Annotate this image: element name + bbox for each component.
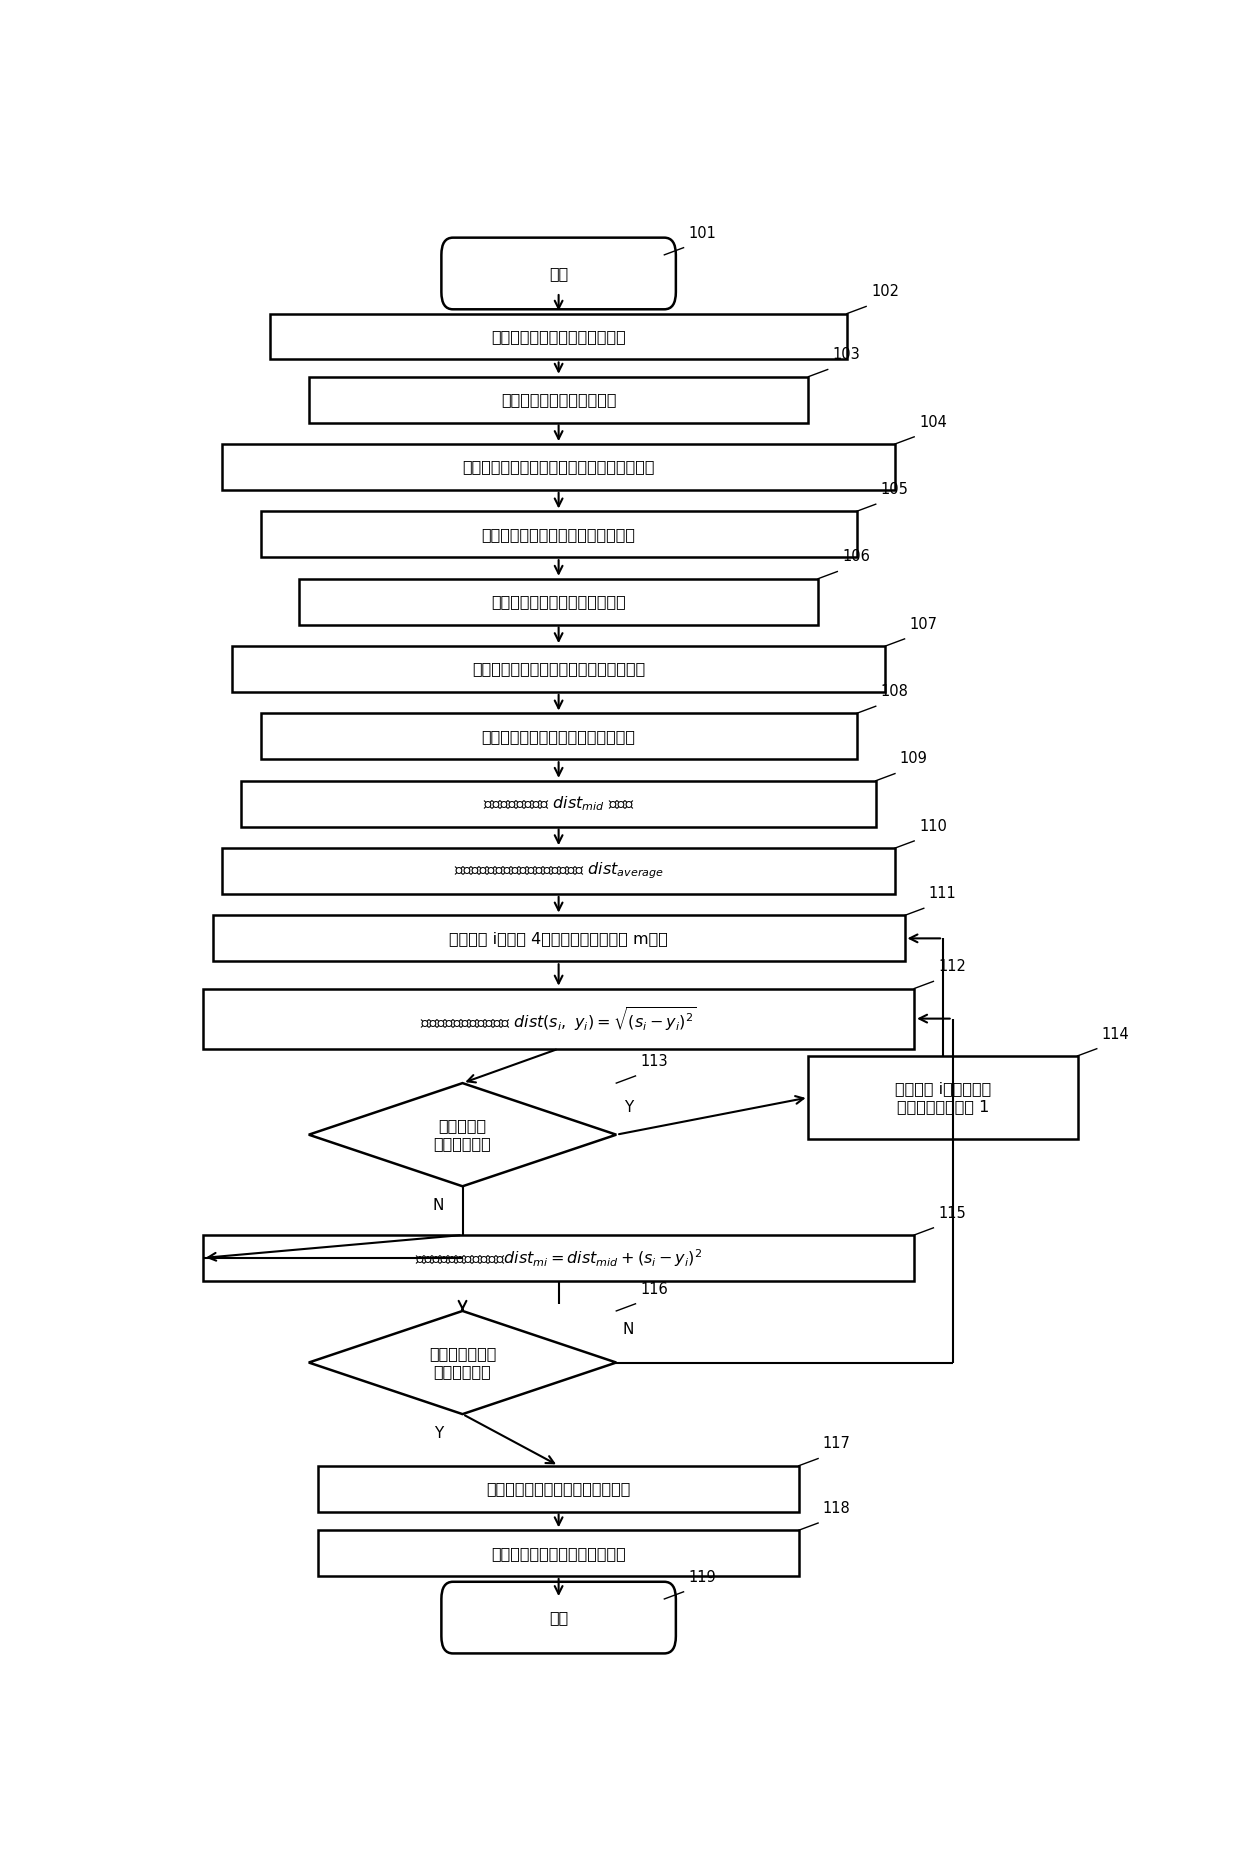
Bar <box>319 1466 799 1511</box>
Text: 109: 109 <box>900 752 928 767</box>
Text: 运行飞行控制系统仿真模型: 运行飞行控制系统仿真模型 <box>501 393 616 408</box>
Bar <box>260 713 857 759</box>
Text: 飞行控制系统输出响应信号数据平滑处理: 飞行控制系统输出响应信号数据平滑处理 <box>472 661 645 677</box>
Bar <box>222 445 895 489</box>
Text: N: N <box>622 1321 634 1336</box>
FancyBboxPatch shape <box>441 1582 676 1653</box>
Bar <box>309 376 808 422</box>
Text: 采集记录仿真模型输出响应信号: 采集记录仿真模型输出响应信号 <box>491 594 626 609</box>
Text: 112: 112 <box>939 958 966 973</box>
Bar <box>270 315 847 359</box>
Polygon shape <box>309 1083 616 1185</box>
Text: 104: 104 <box>919 415 947 430</box>
Text: 当前数据点
是否跳跃点？: 当前数据点 是否跳跃点？ <box>434 1118 491 1150</box>
Text: 111: 111 <box>929 886 956 901</box>
Text: 102: 102 <box>870 285 899 300</box>
Text: N: N <box>433 1198 444 1213</box>
Text: 计算数据点欧儿里德距离平均值: 计算数据点欧儿里德距离平均值 <box>491 1546 626 1561</box>
Text: 108: 108 <box>880 685 909 700</box>
Text: 114: 114 <box>1101 1027 1130 1042</box>
Text: 117: 117 <box>823 1437 851 1452</box>
Bar <box>232 646 885 692</box>
Text: 采集记录飞行控制系统输出响应信号: 采集记录飞行控制系统输出响应信号 <box>481 527 636 542</box>
Text: 距离计算中间变量 $\mathit{dist}_{mid}$ 赋初值: 距离计算中间变量 $\mathit{dist}_{mid}$ 赋初值 <box>482 795 635 813</box>
Text: 118: 118 <box>823 1500 851 1517</box>
Text: 计算起始前三点计算空间距离平均值 $\mathit{dist}_{average}$: 计算起始前三点计算空间距离平均值 $\mathit{dist}_{average… <box>454 862 663 882</box>
Bar <box>203 988 914 1050</box>
Text: 110: 110 <box>919 819 947 834</box>
Text: 107: 107 <box>909 616 937 631</box>
Text: 105: 105 <box>880 482 909 497</box>
Text: 数据指针 i指向下一个
有效数据计数增加 1: 数据指针 i指向下一个 有效数据计数增加 1 <box>895 1081 991 1113</box>
Bar <box>319 1530 799 1576</box>
Text: 101: 101 <box>688 225 717 240</box>
Bar <box>260 512 857 556</box>
Text: 106: 106 <box>842 549 870 564</box>
Text: 仿真模型输出响应信号数据平滑处理: 仿真模型输出响应信号数据平滑处理 <box>481 730 636 744</box>
Bar <box>203 1236 914 1280</box>
Text: 结束: 结束 <box>549 1610 568 1625</box>
Text: 距离计算中间变量累加，$\mathit{dist}_{mi}=\mathit{dist}_{mid}+(s_i-y_i)^2$: 距离计算中间变量累加，$\mathit{dist}_{mi}=\mathit{d… <box>415 1247 702 1269</box>
Polygon shape <box>309 1310 616 1414</box>
Bar <box>808 1055 1078 1139</box>
Bar <box>222 849 895 893</box>
Text: 开始: 开始 <box>549 266 568 281</box>
Bar <box>213 916 904 962</box>
Text: 完成全部数据点
距离计算否？: 完成全部数据点 距离计算否？ <box>429 1346 496 1379</box>
Text: 向飞行控制系统和仿真模型施加输入激励信号: 向飞行控制系统和仿真模型施加输入激励信号 <box>463 460 655 475</box>
Text: 计算当前数据点空间距离 $\mathit{dist}(s_i,\ y_i)=\sqrt{(s_i-y_i)^2}$: 计算当前数据点空间距离 $\mathit{dist}(s_i,\ y_i)=\s… <box>420 1005 697 1033</box>
Text: 数据指针 i赋初值 4，有效数据计数变量 m赋初: 数据指针 i赋初值 4，有效数据计数变量 m赋初 <box>449 930 668 945</box>
Text: 113: 113 <box>640 1053 668 1068</box>
FancyBboxPatch shape <box>441 238 676 309</box>
Text: 115: 115 <box>939 1206 966 1221</box>
Text: Y: Y <box>624 1100 634 1115</box>
Text: 116: 116 <box>640 1282 668 1297</box>
Text: 求全部有效数据点的欧儿里德距离: 求全部有效数据点的欧儿里德距离 <box>486 1481 631 1496</box>
Text: 运行被试飞行控制系统正常工作: 运行被试飞行控制系统正常工作 <box>491 329 626 344</box>
Text: Y: Y <box>434 1426 443 1440</box>
Bar <box>242 782 875 826</box>
Bar <box>299 579 818 625</box>
Text: 119: 119 <box>688 1569 717 1586</box>
Text: 103: 103 <box>832 348 861 363</box>
